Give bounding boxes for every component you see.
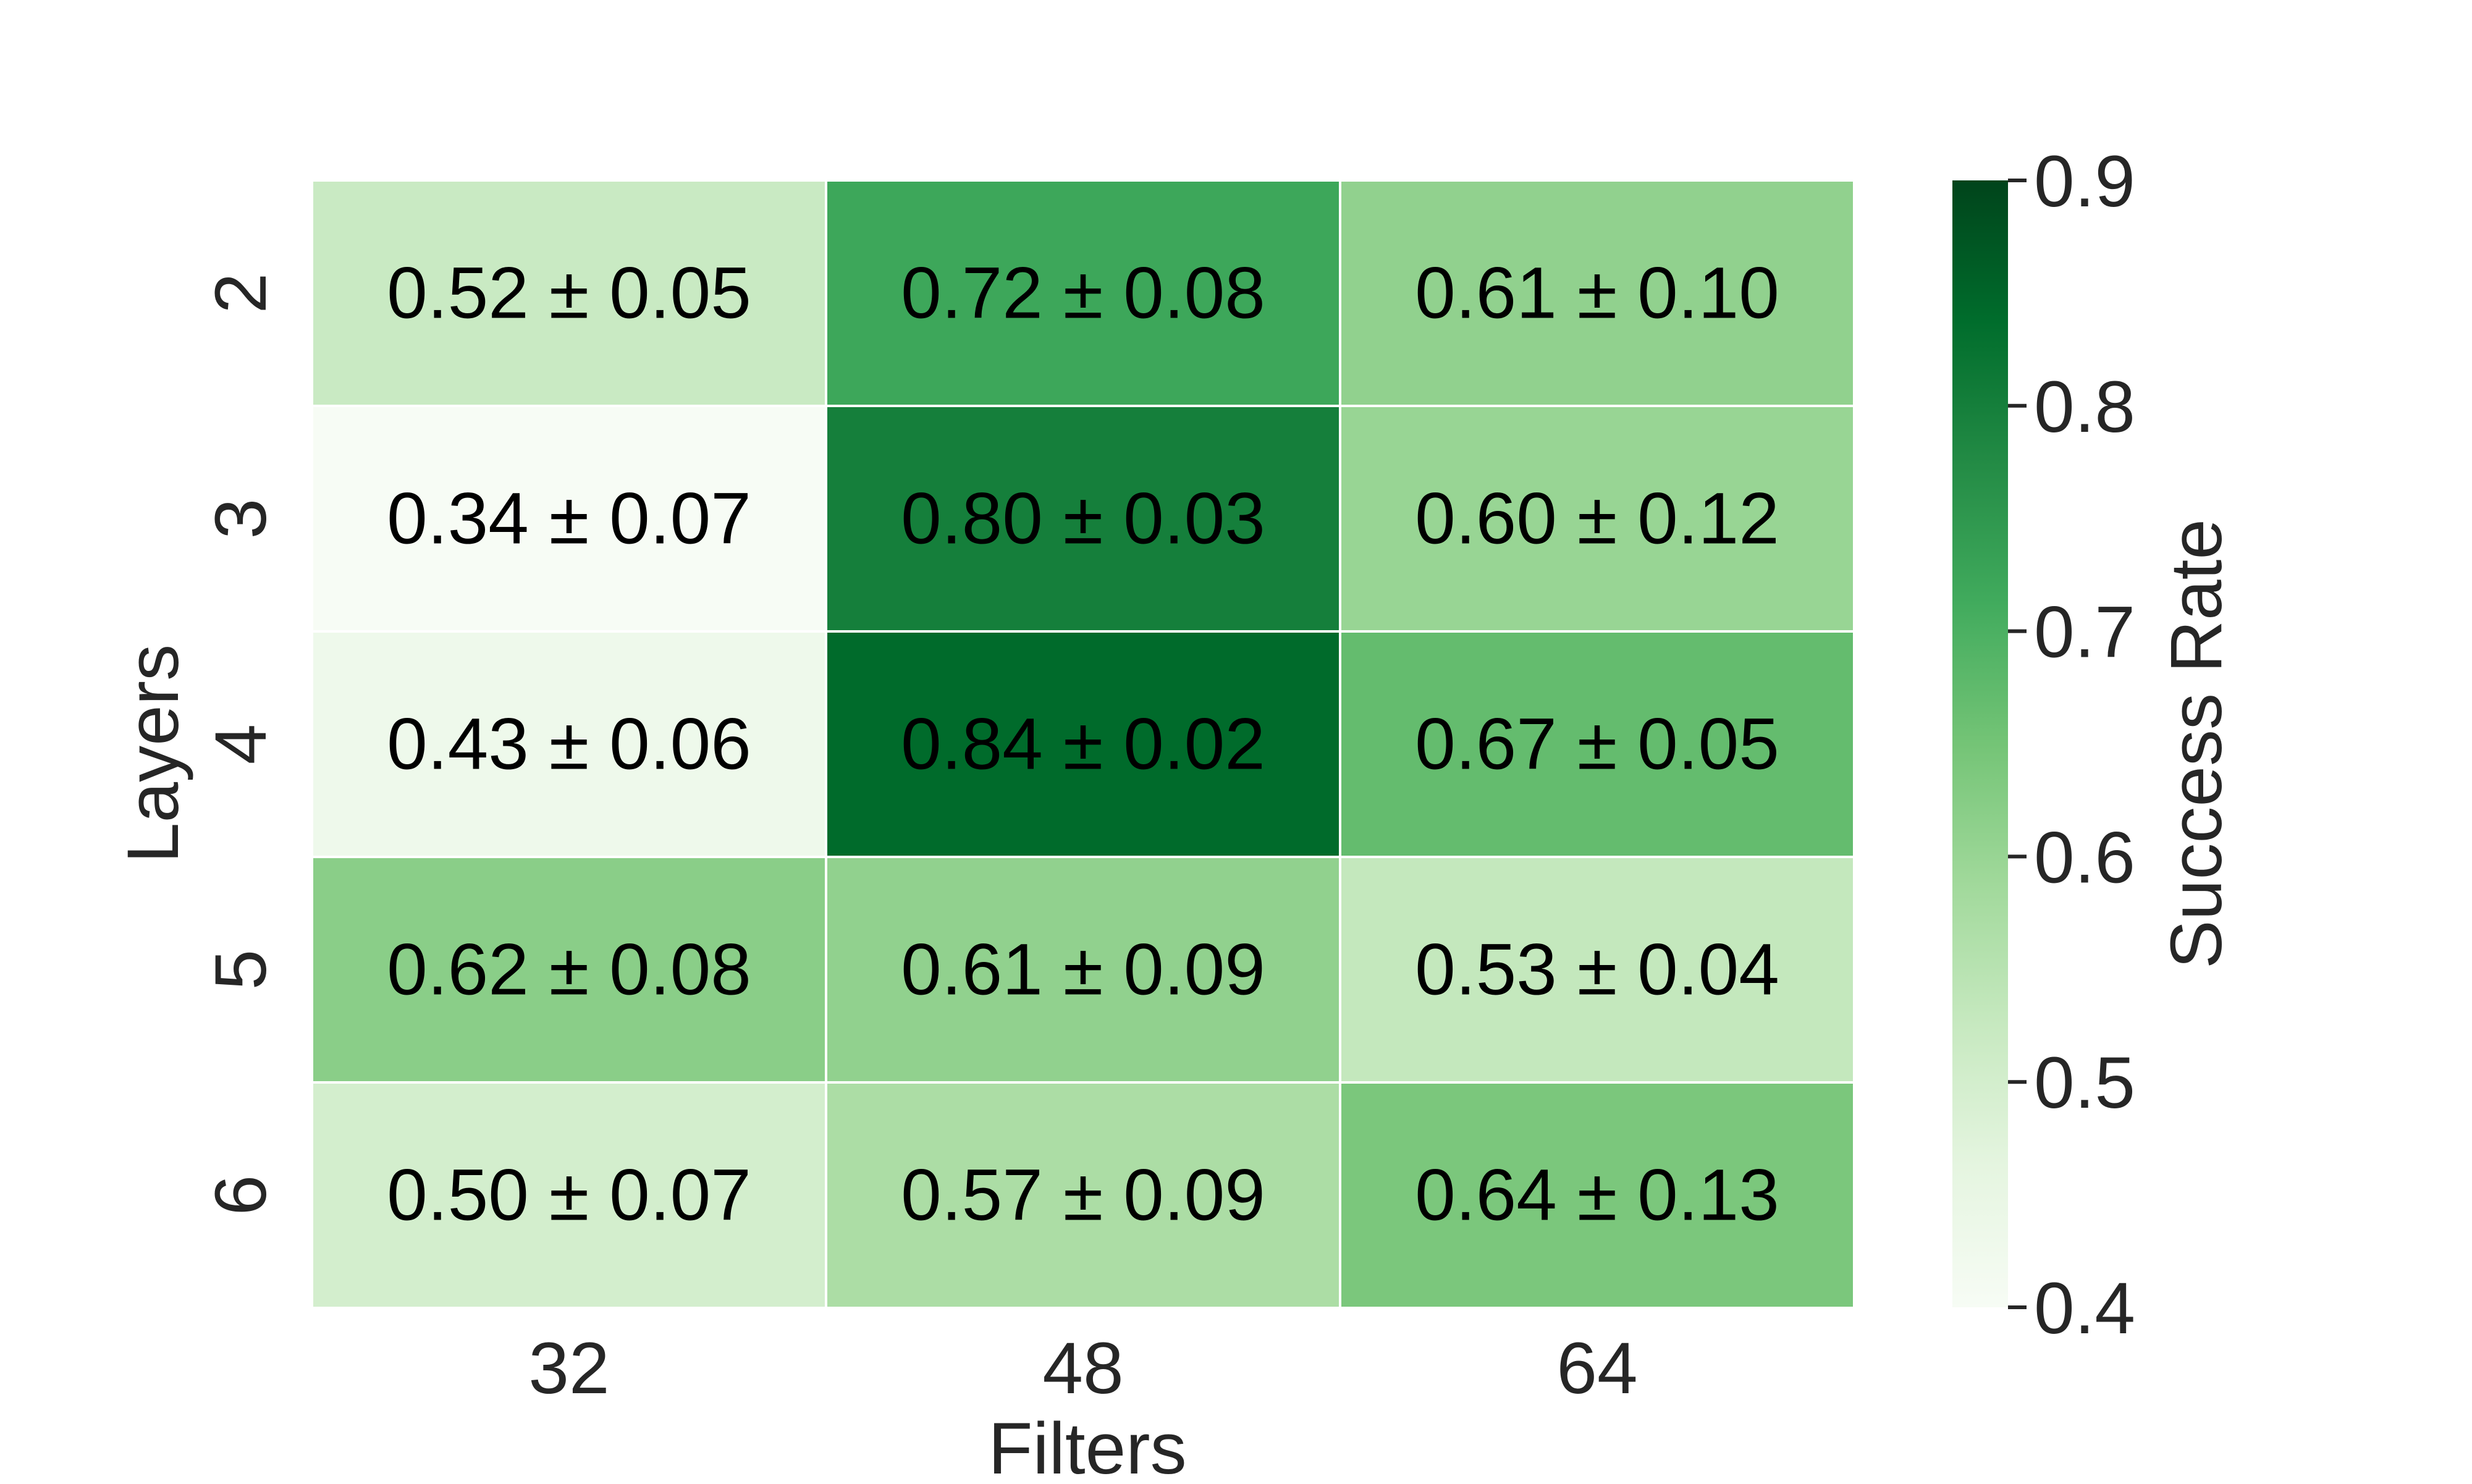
heatmap-cell: [825, 179, 1341, 407]
colorbar-tick-label: 0.6: [2034, 817, 2135, 898]
colorbar-tick-label: 0.9: [2034, 141, 2135, 222]
cell-value-label: 0.62 ± 0.08: [387, 929, 751, 1011]
cell-value-label: 0.53 ± 0.04: [1415, 929, 1779, 1011]
cell-value-label: 0.80 ± 0.03: [901, 478, 1265, 560]
heatmap-cell: [1339, 405, 1855, 633]
heatmap-cell: [825, 1081, 1341, 1309]
heatmap-cell: [311, 179, 827, 407]
cell-value-label: 0.84 ± 0.02: [901, 704, 1265, 785]
cell-value-label: 0.61 ± 0.10: [1415, 253, 1779, 334]
cell-value-label: 0.57 ± 0.09: [901, 1155, 1265, 1236]
x-tick-label: 32: [528, 1328, 609, 1409]
cell-value-label: 0.61 ± 0.09: [901, 929, 1265, 1011]
x-axis-label: Filters: [988, 1408, 1186, 1484]
cell-value-label: 0.50 ± 0.07: [387, 1155, 751, 1236]
heatmap-cell: [1339, 179, 1855, 407]
y-axis-label: Layers: [112, 644, 194, 863]
x-tick-label: 64: [1556, 1328, 1637, 1409]
colorbar-tick-label: 0.7: [2034, 592, 2135, 673]
heatmap-cells: [311, 179, 1855, 1309]
cell-value-label: 0.60 ± 0.12: [1415, 478, 1779, 560]
y-tick-label: 3: [200, 499, 282, 539]
y-axis-ticks: 2 3 4 5 6: [200, 273, 282, 1216]
y-tick-label: 4: [200, 724, 282, 765]
heatmap-cell: [1339, 856, 1855, 1084]
colorbar-label: Success Rate: [2156, 519, 2237, 969]
y-tick-label: 2: [200, 273, 282, 314]
x-axis-ticks: 32 48 64: [528, 1328, 1637, 1409]
colorbar-tick-label: 0.8: [2034, 366, 2135, 448]
cell-value-label: 0.34 ± 0.07: [387, 478, 751, 560]
heatmap-cell: [311, 856, 827, 1084]
colorbar-tick-label: 0.4: [2034, 1268, 2135, 1349]
cell-value-label: 0.52 ± 0.05: [387, 253, 751, 334]
y-tick-label: 6: [200, 1175, 282, 1216]
colorbar: [1952, 180, 2008, 1307]
heatmap-cell: [311, 405, 827, 633]
cell-value-label: 0.67 ± 0.05: [1415, 704, 1779, 785]
cell-value-label: 0.64 ± 0.13: [1415, 1155, 1779, 1236]
cell-value-label: 0.72 ± 0.08: [901, 253, 1265, 334]
heatmap-cell: [311, 1081, 827, 1309]
heatmap-cell-labels: 0.52 ± 0.05 0.72 ± 0.08 0.61 ± 0.10 0.34 ± …: [387, 253, 1779, 1236]
colorbar-tick-label: 0.5: [2034, 1042, 2135, 1124]
heatmap-cell: [825, 630, 1341, 858]
cell-value-label: 0.43 ± 0.06: [387, 704, 751, 785]
y-tick-label: 5: [200, 950, 282, 990]
heatmap-cell: [1339, 1081, 1855, 1309]
colorbar-ticks: 0.4 0.5 0.6 0.7 0.8 0.9: [2008, 141, 2135, 1349]
x-tick-label: 48: [1042, 1328, 1123, 1409]
heatmap-cell: [825, 405, 1341, 633]
